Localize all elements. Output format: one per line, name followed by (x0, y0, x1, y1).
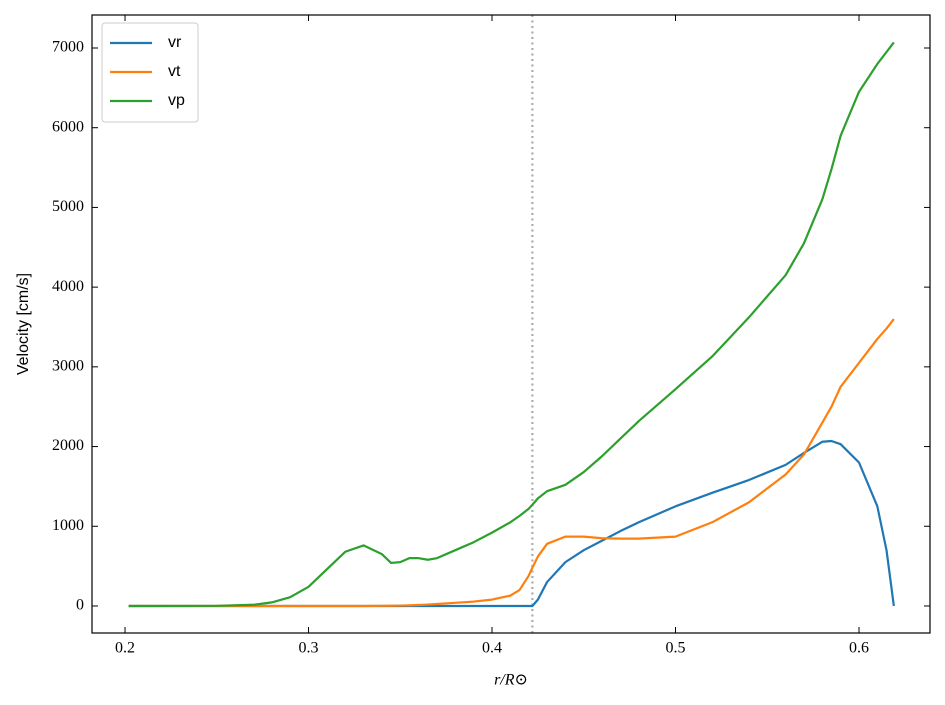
y-axis-label: Velocity [cm/s] (15, 273, 32, 375)
legend-label: vr (168, 34, 182, 51)
x-tick-label: 0.4 (482, 640, 502, 657)
plot-frame (91, 14, 931, 634)
y-tick-label: 4000 (52, 278, 84, 295)
y-tick-label: 5000 (52, 198, 84, 215)
legend-label: vp (168, 92, 185, 109)
y-tick-label: 6000 (52, 118, 84, 135)
y-tick-label: 1000 (52, 517, 84, 534)
legend: vr vt vp (101, 22, 199, 123)
series-line (128, 318, 895, 608)
x-axis-label: r/R⊙ (494, 672, 528, 689)
y-tick-label: 7000 (52, 39, 84, 56)
legend-label: vt (168, 63, 181, 80)
x-tick-label: 0.5 (665, 640, 685, 657)
y-tick-label: 3000 (52, 358, 84, 375)
x-tick-label: 0.6 (849, 640, 869, 657)
y-tick-label: 2000 (52, 437, 84, 454)
y-tick-label: 0 (76, 597, 84, 614)
x-tick-label: 0.3 (299, 640, 319, 657)
x-tick-label: 0.2 (115, 640, 135, 657)
series-line (128, 41, 895, 608)
